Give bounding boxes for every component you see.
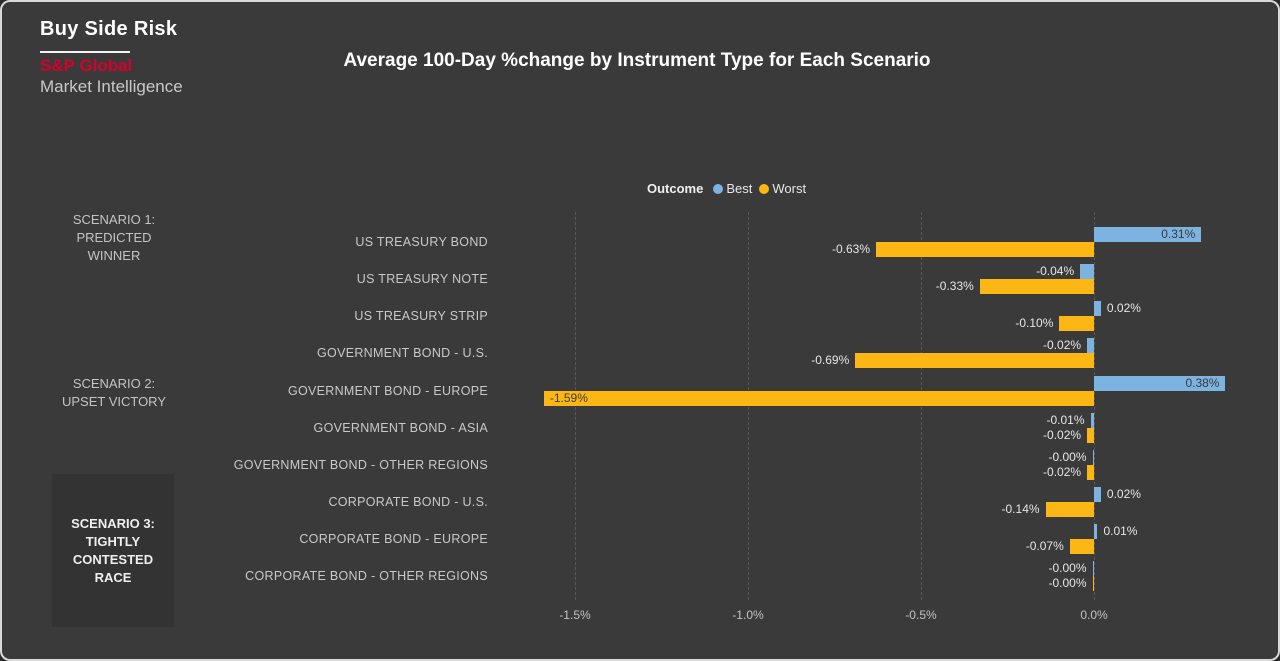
bar-best-2[interactable]: [1094, 301, 1101, 317]
category-label: US TREASURY STRIP: [354, 309, 488, 324]
bar-value-label: -0.00%: [1048, 449, 1087, 464]
bar-worst-3[interactable]: [855, 353, 1094, 369]
scenario-line: SCENARIO 1:: [72, 212, 156, 227]
chart-title: Average 100-Day %change by Instrument Ty…: [343, 50, 931, 71]
category-label: CORPORATE BOND - OTHER REGIONS: [245, 569, 488, 584]
bar-value-label: -0.02%: [1043, 338, 1082, 353]
bar-value-label: 0.02%: [1106, 301, 1141, 316]
bar-value-label: -0.02%: [1043, 427, 1082, 442]
x-axis-tick-label: -0.5%: [905, 608, 937, 622]
scenario-line: TIGHTLY: [85, 533, 141, 549]
brand-divider: [40, 51, 130, 53]
bar-value-label: 0.38%: [1185, 375, 1220, 390]
best-swatch-icon: [713, 183, 724, 194]
bar-best-6[interactable]: [1092, 449, 1094, 465]
bar-worst-6[interactable]: [1087, 464, 1094, 480]
bar-value-label: 0.01%: [1103, 524, 1138, 539]
bar-value-label: -0.63%: [831, 242, 871, 256]
bar-best-3[interactable]: [1087, 338, 1094, 354]
scenario-2-label[interactable]: SCENARIO 2: UPSET VICTORY: [42, 375, 186, 411]
bar-value-label: 0.02%: [1106, 487, 1141, 502]
legend-item-best[interactable]: Best: [713, 181, 752, 196]
market-intelligence-logo-text: Market Intelligence: [40, 77, 183, 96]
legend-item-label: Best: [726, 181, 753, 196]
gridline: [1094, 212, 1095, 600]
bar-value-label: 0.31%: [1161, 227, 1196, 241]
bar-worst-2[interactable]: [1059, 316, 1094, 332]
category-label: GOVERNMENT BOND - OTHER REGIONS: [233, 457, 488, 472]
scenario-line: PREDICTED: [76, 230, 152, 245]
bar-value-label: -0.04%: [1036, 264, 1075, 279]
bar-value-label: -0.10%: [1015, 316, 1054, 331]
category-label: GOVERNMENT BOND - U.S.: [317, 346, 488, 361]
bar-chart-plot-area: -1.5% -1.0% -0.5% 0.0% 0.31% -0.04% 0.02% -0.02…: [507, 212, 1249, 637]
bar-best-8[interactable]: [1094, 524, 1098, 540]
scenario-line: UPSET VICTORY: [61, 394, 167, 409]
gridline: [921, 212, 922, 600]
bar-value-label: -0.01%: [1046, 412, 1085, 427]
category-label: US TREASURY NOTE: [356, 272, 488, 287]
scenario-line: CONTESTED: [72, 551, 154, 567]
bar-value-label: -0.33%: [935, 279, 974, 294]
chart-legend: Outcome Best Worst: [647, 181, 813, 196]
worst-swatch-icon: [759, 183, 770, 194]
bar-best-4[interactable]: [1094, 375, 1226, 391]
bar-best-7[interactable]: [1094, 487, 1101, 503]
bar-worst-4[interactable]: [543, 390, 1094, 406]
scenario-line: WINNER: [87, 248, 141, 263]
report-title: Buy Side Risk: [40, 18, 178, 40]
category-label: GOVERNMENT BOND - ASIA: [313, 420, 488, 435]
bar-worst-8[interactable]: [1069, 539, 1094, 555]
bar-value-label: -0.02%: [1043, 464, 1082, 479]
scenario-1-label[interactable]: SCENARIO 1: PREDICTED WINNER: [42, 211, 186, 265]
bar-best-9[interactable]: [1092, 561, 1094, 577]
scenario-3-label-selected[interactable]: SCENARIO 3: TIGHTLY CONTESTED RACE: [52, 474, 174, 627]
bar-worst-7[interactable]: [1045, 502, 1094, 518]
category-label: GOVERNMENT BOND - EUROPE: [287, 383, 488, 398]
x-axis-tick-label: 0.0%: [1080, 608, 1108, 622]
legend-item-label: Worst: [772, 181, 807, 196]
bar-value-label: -0.69%: [811, 353, 850, 368]
bar-value-label: -0.00%: [1048, 561, 1087, 576]
sp-global-logo-text: S&P Global: [40, 56, 133, 75]
bar-best-5[interactable]: [1090, 412, 1094, 428]
gridline: [575, 212, 576, 600]
bar-value-label: -0.00%: [1048, 576, 1087, 591]
bar-worst-0[interactable]: [876, 242, 1094, 257]
bar-worst-5[interactable]: [1087, 427, 1094, 443]
x-axis-tick-label: -1.5%: [559, 608, 591, 622]
bar-worst-1[interactable]: [979, 279, 1094, 295]
scenario-line: SCENARIO 2:: [72, 376, 156, 391]
bar-worst-9[interactable]: [1092, 576, 1094, 592]
category-label: CORPORATE BOND - EUROPE: [299, 532, 488, 547]
scenario-line: RACE: [94, 569, 132, 585]
bar-value-label: -0.14%: [1001, 502, 1040, 517]
x-axis-tick-label: -1.0%: [732, 608, 764, 622]
scenario-line: SCENARIO 3:: [71, 515, 155, 531]
bar-value-label: -1.59%: [549, 390, 588, 405]
bar-value-label: -0.07%: [1025, 539, 1064, 554]
bar-best-1[interactable]: [1080, 264, 1094, 280]
gridline: [748, 212, 749, 600]
category-label: US TREASURY BOND: [355, 235, 488, 249]
brand-block: Buy Side Risk S&P Global Market Intellig…: [40, 18, 183, 97]
legend-title: Outcome: [647, 181, 704, 196]
bar-best-0[interactable]: [1094, 227, 1202, 242]
category-label: CORPORATE BOND - U.S.: [328, 495, 488, 510]
legend-item-worst[interactable]: Worst: [759, 181, 806, 196]
